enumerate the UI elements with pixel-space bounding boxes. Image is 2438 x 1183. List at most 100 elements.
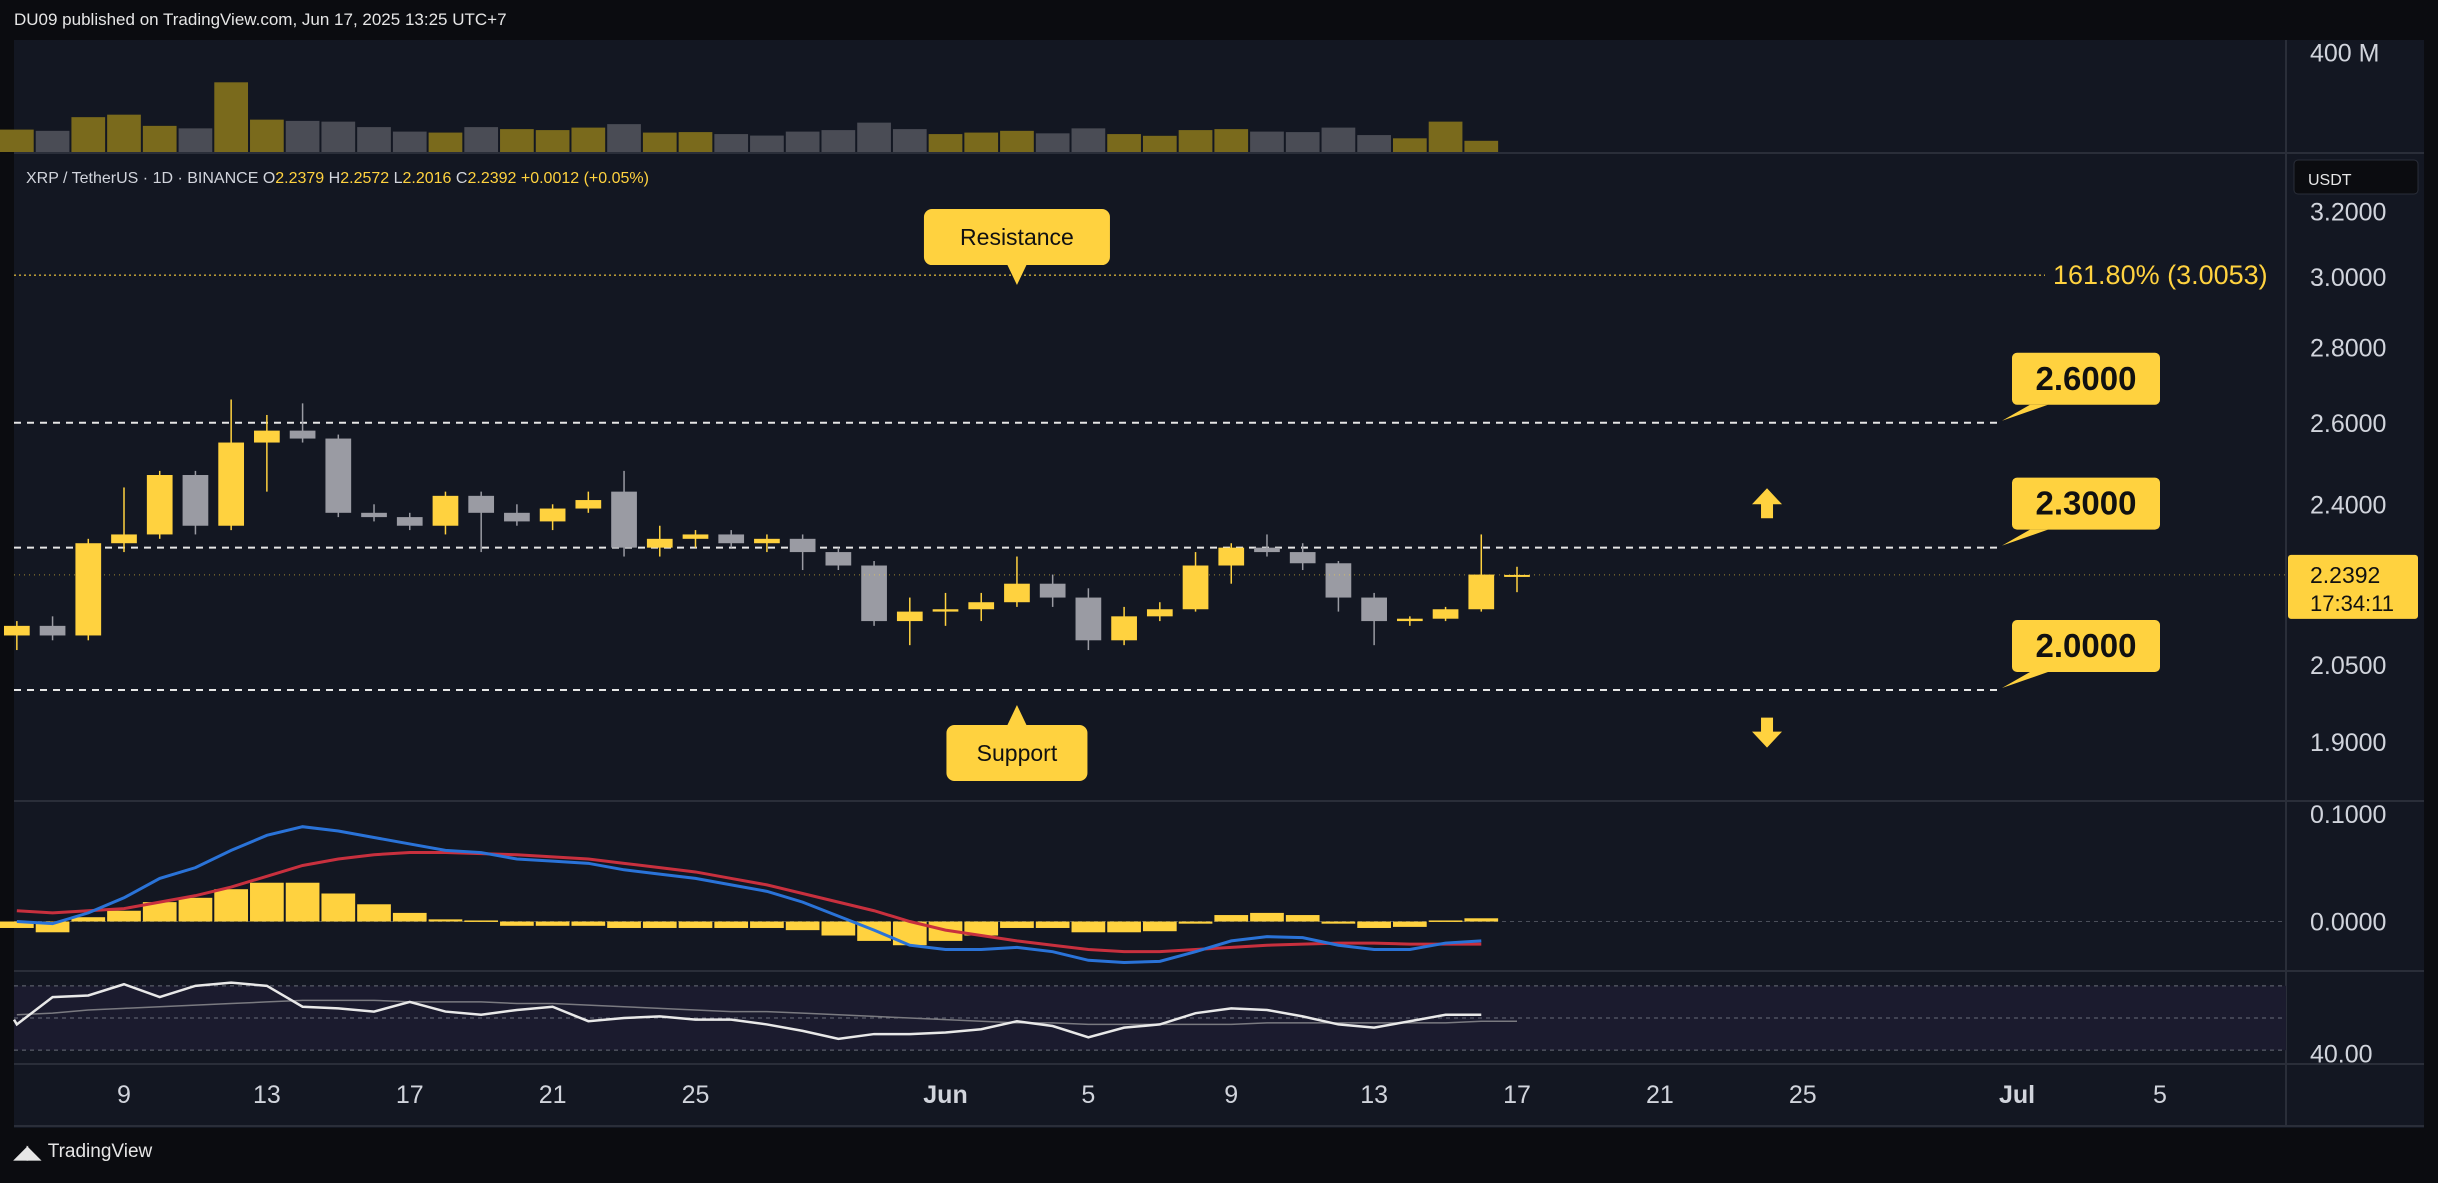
symbol-info-part: +0.0012 (+0.05%) [521, 170, 649, 187]
candle [182, 470, 209, 535]
callout-support: Support [946, 705, 1088, 782]
volume-bar [1214, 129, 1249, 152]
volume-bar [285, 120, 320, 152]
candle [432, 491, 459, 535]
volume-bar [500, 129, 534, 152]
volume-bar [178, 128, 213, 152]
time-axis-label: 21 [1646, 1081, 1674, 1109]
candle [539, 504, 566, 531]
macd-histogram-bar [750, 921, 784, 928]
candle [1432, 606, 1459, 622]
candle-body [1468, 574, 1495, 610]
callout-box [946, 725, 1088, 782]
volume-bar [1357, 135, 1391, 152]
macd-histogram-bar [1464, 918, 1499, 922]
candle [575, 491, 602, 513]
volume-bar [964, 132, 999, 152]
volume-bar [714, 134, 749, 152]
candle [1075, 588, 1102, 651]
callout-pointer [1006, 264, 1027, 286]
macd-histogram-bar [535, 921, 570, 926]
candle-body [646, 538, 673, 548]
macd-histogram-bar [250, 882, 284, 922]
candle-body [861, 565, 887, 622]
candle [1039, 574, 1066, 607]
price-axis-label: 2.8000 [2310, 334, 2386, 362]
up-arrow-icon [1752, 488, 1783, 519]
candle-body [468, 495, 495, 513]
candle [1218, 543, 1245, 584]
candle [111, 487, 137, 553]
bar-countdown: 17:34:11 [2310, 591, 2394, 616]
candle [3, 621, 30, 651]
candle [754, 534, 780, 553]
candle [325, 434, 352, 518]
symbol-info-part: 2.2392 [467, 170, 520, 187]
callout-resistance: Resistance [923, 209, 1110, 286]
candle [1361, 592, 1387, 646]
macd-histogram-bar [607, 921, 641, 928]
macd-histogram-bar [428, 919, 463, 922]
candle-body [325, 438, 352, 513]
symbol-info-part: L [394, 170, 403, 187]
macd-axis-label: 0.0000 [2310, 909, 2386, 937]
volume-bar [1464, 140, 1499, 152]
time-axis-label: 17 [1503, 1081, 1531, 1109]
macd-histogram-bar [821, 921, 856, 936]
callout-pointer [1006, 705, 1027, 727]
candle [1146, 602, 1173, 622]
candle-body [539, 508, 566, 522]
volume-bar [71, 117, 106, 152]
rsi-line [12, 981, 1482, 1041]
price-axis-label: 3.2000 [2310, 198, 2386, 226]
candle [75, 538, 102, 641]
macd-histogram-bar [1035, 921, 1070, 928]
candle [611, 470, 637, 557]
candle-body [396, 517, 423, 526]
candle-body [1325, 563, 1352, 598]
tradingview-brand[interactable]: ◢◣ TradingView [14, 1141, 152, 1163]
macd-histogram-bar [1250, 912, 1284, 922]
volume-bar [1178, 130, 1213, 152]
symbol-info-part: H [329, 170, 341, 187]
macd-histogram-bar [642, 921, 677, 928]
macd-axis-label: 0.1000 [2310, 801, 2386, 829]
candle [1468, 534, 1495, 612]
symbol-info-part: O [263, 170, 275, 187]
callout-text: Resistance [960, 224, 1074, 250]
candle-body [1289, 552, 1316, 564]
volume-bar [35, 130, 70, 152]
candle [504, 504, 530, 526]
level-label-pointer [2002, 529, 2048, 546]
symbol-info: XRP / TetherUS · 1D · BINANCE O2.2379 H2… [26, 170, 649, 187]
time-axis-label: 17 [396, 1081, 424, 1109]
candle [289, 403, 316, 443]
candle-body [1182, 565, 1209, 610]
time-axis-label: 13 [253, 1081, 281, 1109]
volume-bar [642, 132, 677, 152]
candle [396, 512, 423, 531]
volume-bar [142, 125, 177, 152]
candle-body [1396, 618, 1423, 622]
candle [1111, 606, 1137, 646]
volume-bar [357, 127, 391, 152]
macd-histogram-bar [1321, 921, 1356, 924]
candle [1504, 566, 1530, 593]
macd-histogram-bar [107, 910, 141, 922]
macd-histogram-bar [964, 921, 999, 936]
candle [1254, 534, 1280, 557]
candle [254, 414, 280, 492]
volume-bar [857, 122, 891, 152]
volume-bar [1035, 133, 1070, 152]
macd-histogram-bar [714, 921, 749, 928]
candle [896, 597, 923, 646]
macd-histogram-bar [1071, 921, 1106, 933]
volume-bar [785, 131, 820, 152]
tradingview-logo-icon: ◢◣ [14, 1141, 41, 1162]
macd-histogram-bar [71, 917, 106, 922]
candle [1182, 552, 1209, 612]
candle-body [146, 475, 173, 535]
volume-bar [1321, 127, 1356, 152]
